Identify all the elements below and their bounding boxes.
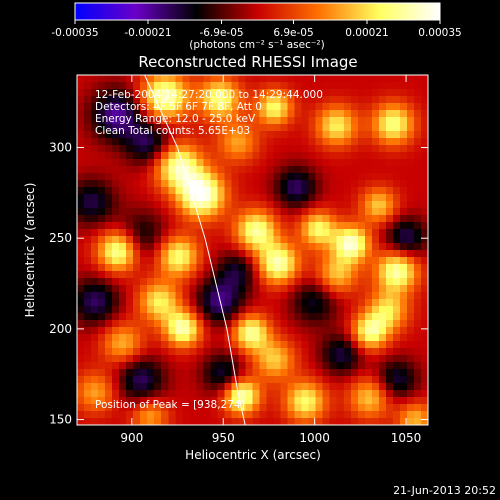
colorbar-tick-label: -0.00035 bbox=[51, 27, 98, 39]
colorbar-tick-label: 0.00035 bbox=[418, 27, 461, 39]
y-axis-label: Heliocentric Y (arcsec) bbox=[23, 183, 37, 318]
colorbar-tick-label: -6.9e-05 bbox=[199, 27, 243, 39]
colorbar-gradient bbox=[74, 2, 441, 21]
chart-title: Reconstructed RHESSI Image bbox=[138, 53, 357, 71]
solar-limb-curve bbox=[144, 74, 246, 426]
colorbar-ticks: -0.00035 -0.00021 -6.9e-05 6.9e-05 0.00021 0.… bbox=[51, 20, 462, 39]
colorbar: -0.00035 -0.00021 -6.9e-05 6.9e-05 0.00021 0.… bbox=[51, 2, 462, 51]
y-axis-ticks: 150 200 250 300 bbox=[49, 141, 428, 427]
footer-timestamp: 21-Jun-2013 20:52 bbox=[393, 484, 496, 497]
colorbar-units-label: (photons cm⁻² s⁻¹ asec⁻²) bbox=[189, 39, 324, 51]
x-tick-label: 1050 bbox=[391, 431, 422, 445]
y-tick-label: 250 bbox=[49, 231, 72, 245]
y-tick-label: 150 bbox=[49, 413, 72, 427]
x-tick-label: 950 bbox=[212, 431, 235, 445]
info-line: Detectors: 4F 5F 6F 7F 8F, Att 0 bbox=[95, 101, 262, 113]
x-tick-label: 900 bbox=[120, 431, 143, 445]
colorbar-tick-label: 0.00021 bbox=[345, 27, 388, 39]
colorbar-tick-label: 6.9e-05 bbox=[273, 27, 313, 39]
info-line: Energy Range: 12.0 - 25.0 keV bbox=[95, 113, 256, 125]
info-line: Clean Total counts: 5.65E+03 bbox=[95, 125, 250, 137]
observation-info: 12-Feb-2004 14:27:20.000 to 14:29:44.000… bbox=[95, 89, 323, 137]
plot-frame bbox=[76, 74, 429, 426]
colorbar-tick-label: -0.00021 bbox=[124, 27, 171, 39]
x-tick-label: 1000 bbox=[299, 431, 330, 445]
info-line: 12-Feb-2004 14:27:20.000 to 14:29:44.000 bbox=[95, 89, 323, 101]
y-tick-label: 200 bbox=[49, 322, 72, 336]
heatmap-image bbox=[77, 75, 428, 425]
y-tick-label: 300 bbox=[49, 141, 72, 155]
x-axis-ticks: 900 950 1000 1050 bbox=[120, 75, 421, 445]
peak-position-label: Position of Peak = [938,274] bbox=[95, 399, 245, 411]
plot-area: 12-Feb-2004 14:27:20.000 to 14:29:44.000… bbox=[49, 74, 429, 445]
x-axis-label: Heliocentric X (arcsec) bbox=[185, 448, 321, 462]
